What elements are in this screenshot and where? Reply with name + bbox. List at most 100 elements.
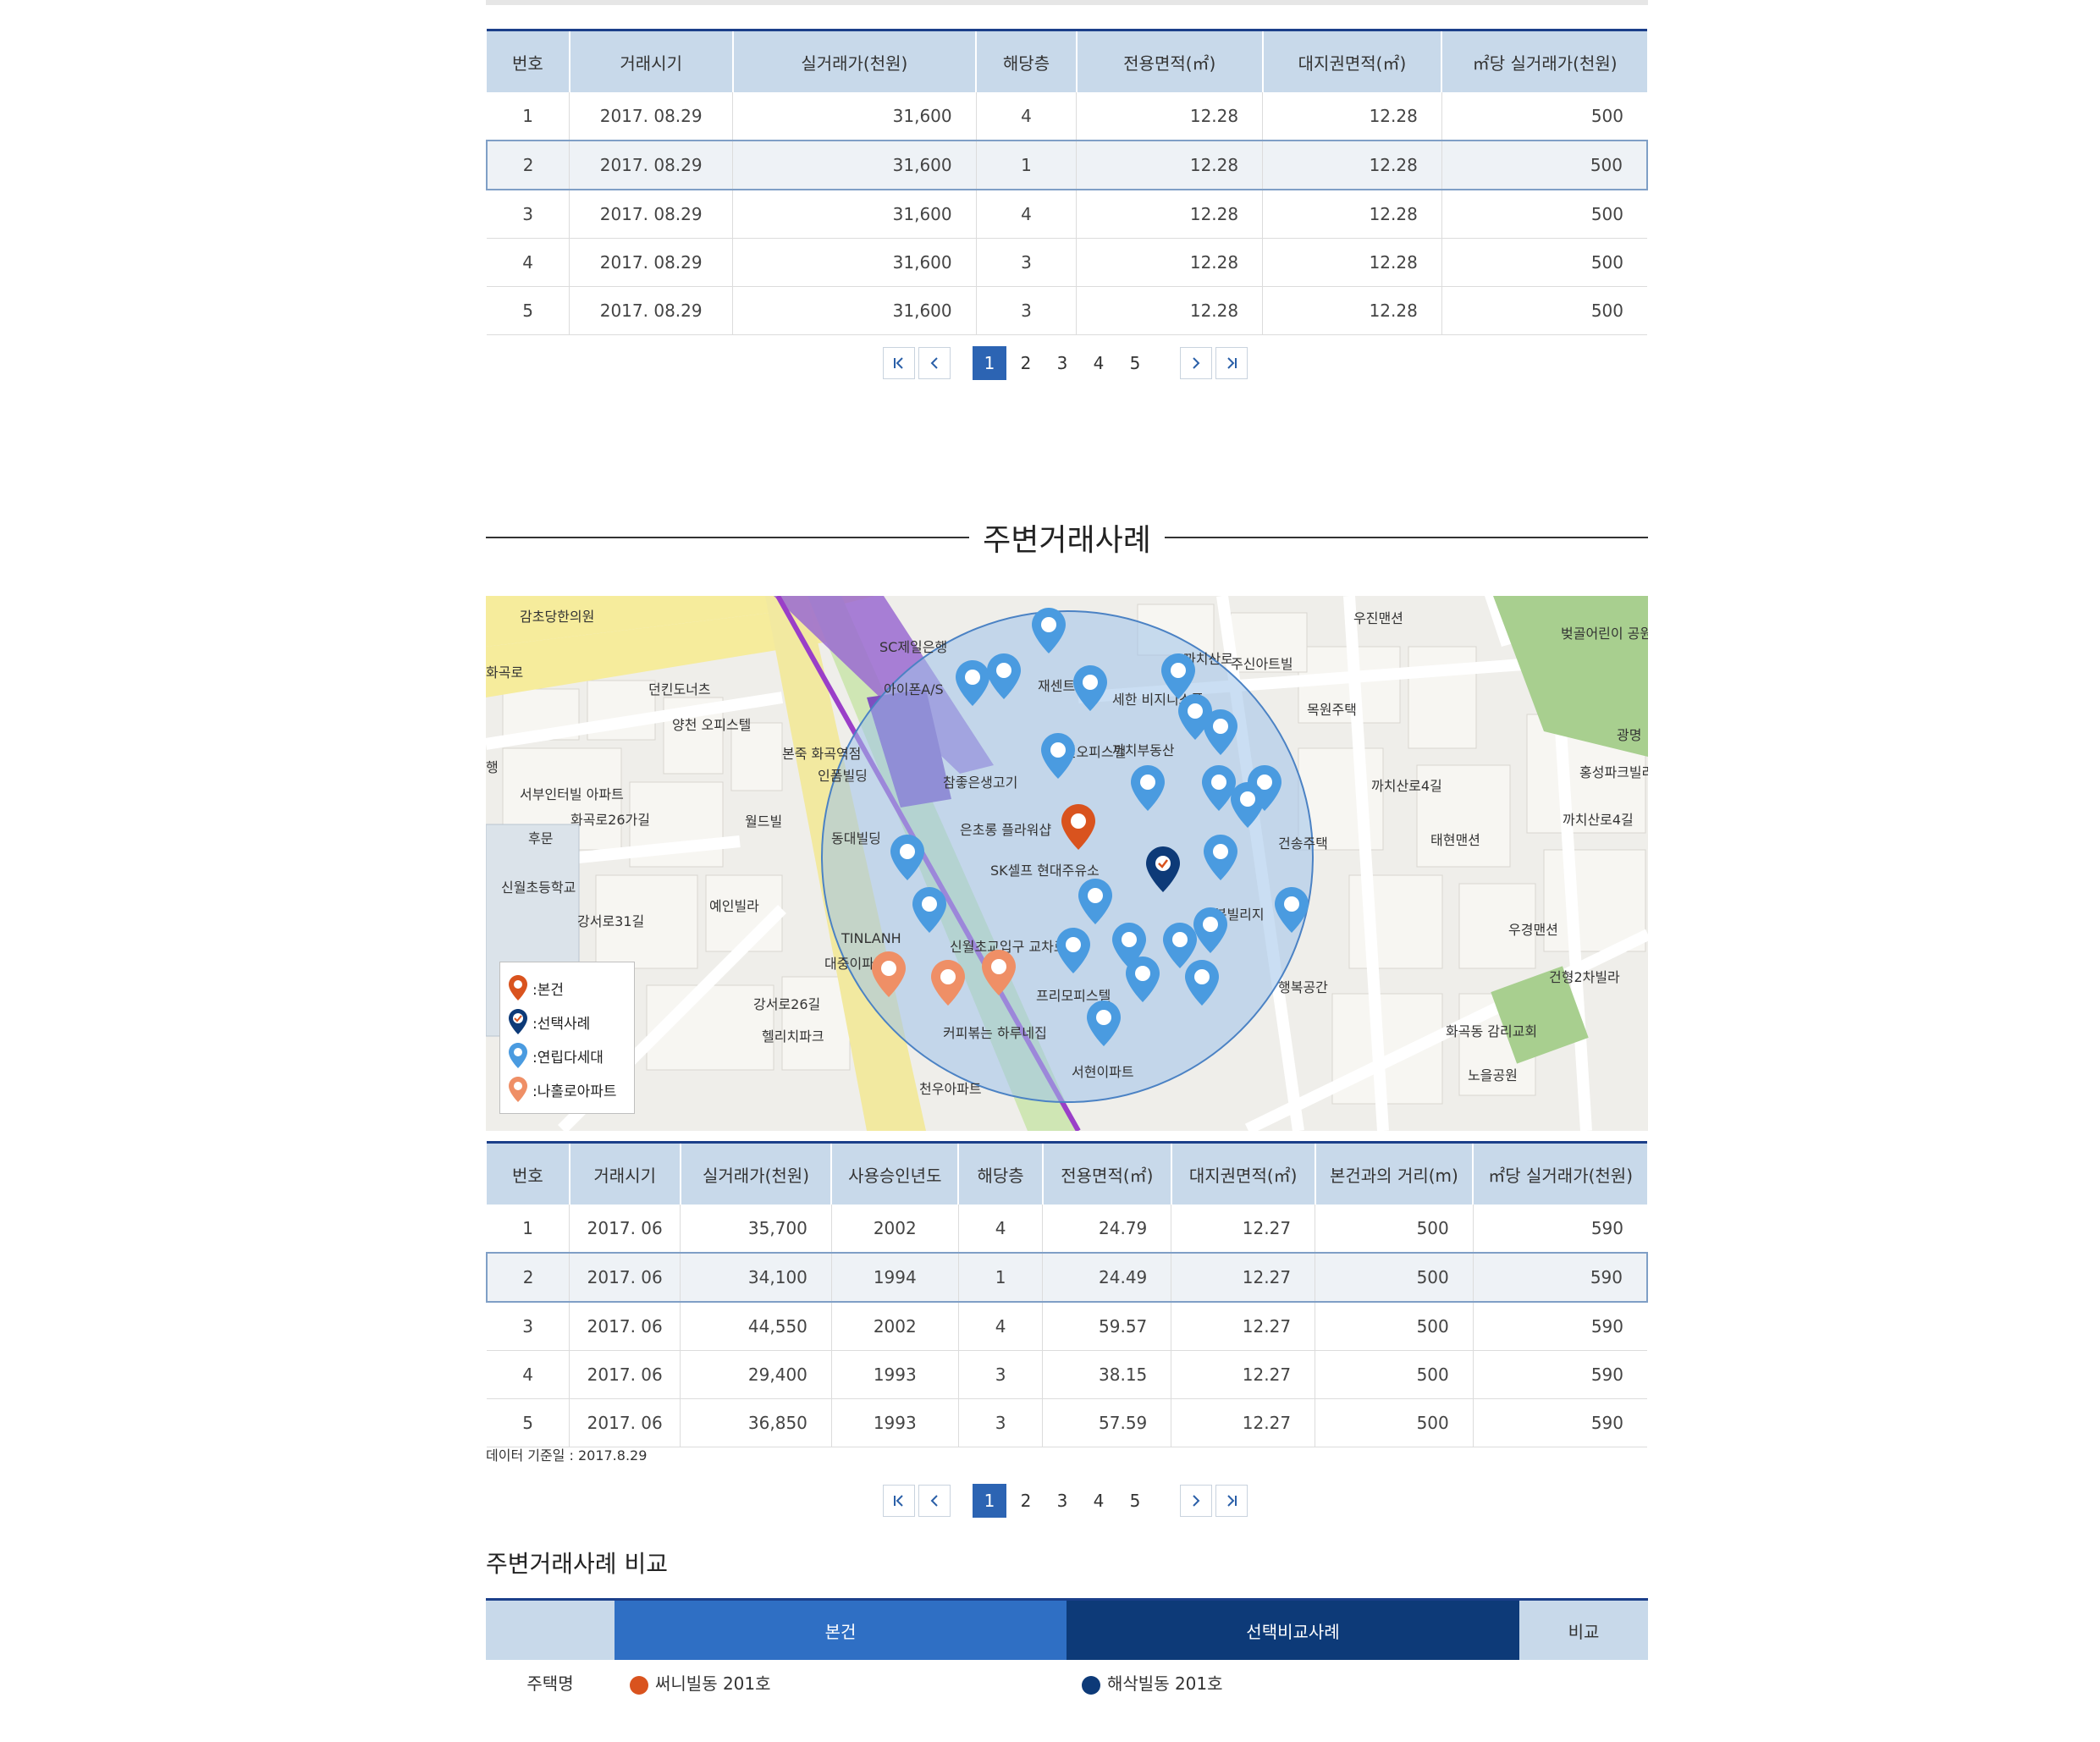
table-cell: 3 [957, 1350, 1043, 1399]
table-cell: 2017. 08.29 [569, 190, 733, 239]
legend-selected: :선택사례 [509, 1005, 626, 1039]
table-cell: 12.27 [1171, 1398, 1315, 1447]
table-cell: 4 [975, 92, 1077, 141]
column-header: 해당층 [957, 1141, 1043, 1205]
nearby-map[interactable]: 감초당한의원 SC제일은행 아이폰A/S 던킨도너츠 양천 오피스텔 본죽 화곡… [486, 596, 1648, 1131]
table-cell: 12.28 [1262, 92, 1442, 141]
table-cell: 1993 [830, 1350, 959, 1399]
prev-page-button[interactable] [918, 347, 951, 379]
map-label: 신월초교입구 교차로 [950, 939, 1067, 955]
transaction-table-section: 번호 거래시기 실거래가(천원) 해당층 전용면적(㎡) 대지권면적(㎡) ㎡당 실거래가(… [486, 29, 1648, 335]
table-cell: 1 [975, 140, 1077, 190]
page-number[interactable]: 5 [1129, 1491, 1141, 1511]
page-number[interactable]: 2 [1020, 1491, 1032, 1511]
table-row[interactable]: 4 2017. 08.29 31,600 3 12.28 12.28 500 [487, 238, 1647, 287]
first-page-button[interactable] [883, 1485, 915, 1517]
last-page-button[interactable] [1215, 1485, 1248, 1517]
table-cell: 2017. 08.29 [569, 92, 733, 141]
top-divider [486, 0, 1648, 5]
map-label: 본죽 화곡역점 [782, 746, 861, 762]
page-number[interactable]: 3 [1056, 353, 1068, 373]
table-cell: 590 [1472, 1252, 1648, 1303]
subject-pin-icon [630, 1675, 648, 1695]
map-label: 까치부동산 [1112, 742, 1175, 758]
table-cell: 12.27 [1171, 1252, 1315, 1303]
compare-header-compare: 비교 [1519, 1598, 1648, 1660]
map-label: 감초당한의원 [520, 609, 594, 625]
first-page-button[interactable] [883, 347, 915, 379]
compare-selected-name: 해삭빌동 201호 [1067, 1660, 1519, 1695]
table-cell: 31,600 [732, 92, 977, 141]
table-row[interactable]: 1 2017. 06 35,700 2002 4 24.79 12.27 500 590 [487, 1205, 1647, 1254]
villa-pin-icon-dot [900, 844, 915, 859]
nearby-transaction-table: 번호 거래시기 실거래가(천원) 사용승인년도 해당층 전용면적(㎡) 대지권면적(㎡) 본건… [486, 1141, 1648, 1447]
solo-apt-pin-icon-dot [881, 961, 896, 976]
legend-label: :본건 [532, 981, 565, 999]
column-header: 대지권면적(㎡) [1170, 1141, 1315, 1205]
table-row[interactable]: 5 2017. 06 36,850 1993 3 57.59 12.27 500 590 [487, 1398, 1647, 1447]
table-row[interactable]: 4 2017. 06 29,400 1993 3 38.15 12.27 500 590 [487, 1350, 1647, 1399]
table-cell: 12.28 [1262, 238, 1442, 287]
villa-pin-icon [509, 1043, 527, 1068]
legend-label: :나홀로아파트 [532, 1083, 617, 1100]
next-page-button[interactable] [1180, 347, 1212, 379]
column-header: 대지권면적(㎡) [1261, 29, 1442, 92]
map-label: 후문 [528, 830, 553, 846]
column-header: 거래시기 [568, 1141, 681, 1205]
map-label: 태현맨션 [1430, 832, 1480, 848]
map-label: 행 [486, 759, 499, 775]
column-header: 번호 [487, 1141, 570, 1205]
table-row[interactable]: 3 2017. 06 44,550 2002 4 59.57 12.27 500 590 [487, 1302, 1647, 1351]
prev-page-button[interactable] [918, 1485, 951, 1517]
last-page-button[interactable] [1215, 347, 1248, 379]
table-row[interactable]: 2 2017. 06 34,100 1994 1 24.49 12.27 500 590 [486, 1252, 1648, 1303]
table-cell: 500 [1441, 140, 1648, 190]
chevron-left-icon [930, 357, 938, 369]
page-number[interactable]: 1 [973, 1484, 1006, 1518]
table-cell: 4 [957, 1302, 1043, 1351]
table-cell: 38.15 [1042, 1350, 1171, 1399]
page-number[interactable]: 5 [1129, 353, 1141, 373]
table-cell: 500 [1441, 190, 1647, 239]
villa-pin-icon-dot [1083, 675, 1098, 690]
map-label: 프리모피스텔 [1036, 988, 1111, 1004]
table-cell: 59.57 [1042, 1302, 1171, 1351]
table-row[interactable]: 5 2017. 08.29 31,600 3 12.28 12.28 500 [487, 286, 1647, 335]
table-row[interactable]: 2 2017. 08.29 31,600 1 12.28 12.28 500 [486, 140, 1648, 190]
page-number[interactable]: 2 [1020, 353, 1032, 373]
table-cell: 12.27 [1171, 1302, 1315, 1351]
table-cell: 2017. 06 [569, 1350, 681, 1399]
table-cell: 12.28 [1076, 92, 1263, 141]
map-label: 은초롱 플라워샵 [960, 822, 1051, 838]
map-legend: :본건 :선택사례 :연립다세대 :나홀로아파트 [499, 962, 635, 1114]
table-row[interactable]: 1 2017. 08.29 31,600 4 12.28 12.28 500 [487, 92, 1647, 141]
villa-pin-icon-dot [1135, 966, 1150, 981]
section-header: 주변거래사례 [486, 512, 1649, 563]
map-label: 천우아파트 [919, 1081, 982, 1097]
table-cell: 1993 [830, 1398, 959, 1447]
villa-pin-icon-dot [1188, 703, 1203, 719]
villa-pin-icon-dot [1122, 932, 1137, 947]
table-row[interactable]: 3 2017. 08.29 31,600 4 12.28 12.28 500 [487, 190, 1647, 239]
table-cell: 2017. 08.29 [569, 238, 733, 287]
page-number[interactable]: 4 [1093, 1491, 1105, 1511]
table-cell: 12.28 [1076, 238, 1263, 287]
next-page-button[interactable] [1180, 1485, 1212, 1517]
page-number[interactable]: 4 [1093, 353, 1105, 373]
villa-pin-icon-dot [1213, 844, 1228, 859]
table-cell: 4 [487, 1350, 570, 1399]
first-page-icon [894, 1495, 903, 1507]
map-label: 노을공원 [1468, 1067, 1518, 1083]
page-number[interactable]: 3 [1056, 1491, 1068, 1511]
column-header: ㎡당 실거래가(천원) [1441, 29, 1647, 92]
table-cell: 500 [1315, 1252, 1474, 1303]
compare-header-blank [486, 1598, 615, 1660]
table-cell: 500 [1315, 1302, 1474, 1351]
legend-villa: :연립다세대 [509, 1039, 626, 1072]
title-rule-left [486, 537, 970, 538]
villa-pin-icon-dot [1213, 719, 1228, 734]
page-number[interactable]: 1 [973, 346, 1006, 380]
map-canvas[interactable]: 감초당한의원 SC제일은행 아이폰A/S 던킨도너츠 양천 오피스텔 본죽 화곡… [486, 596, 1648, 1131]
table-cell: 4 [487, 238, 570, 287]
villa-pin-icon-dot [1257, 775, 1272, 790]
